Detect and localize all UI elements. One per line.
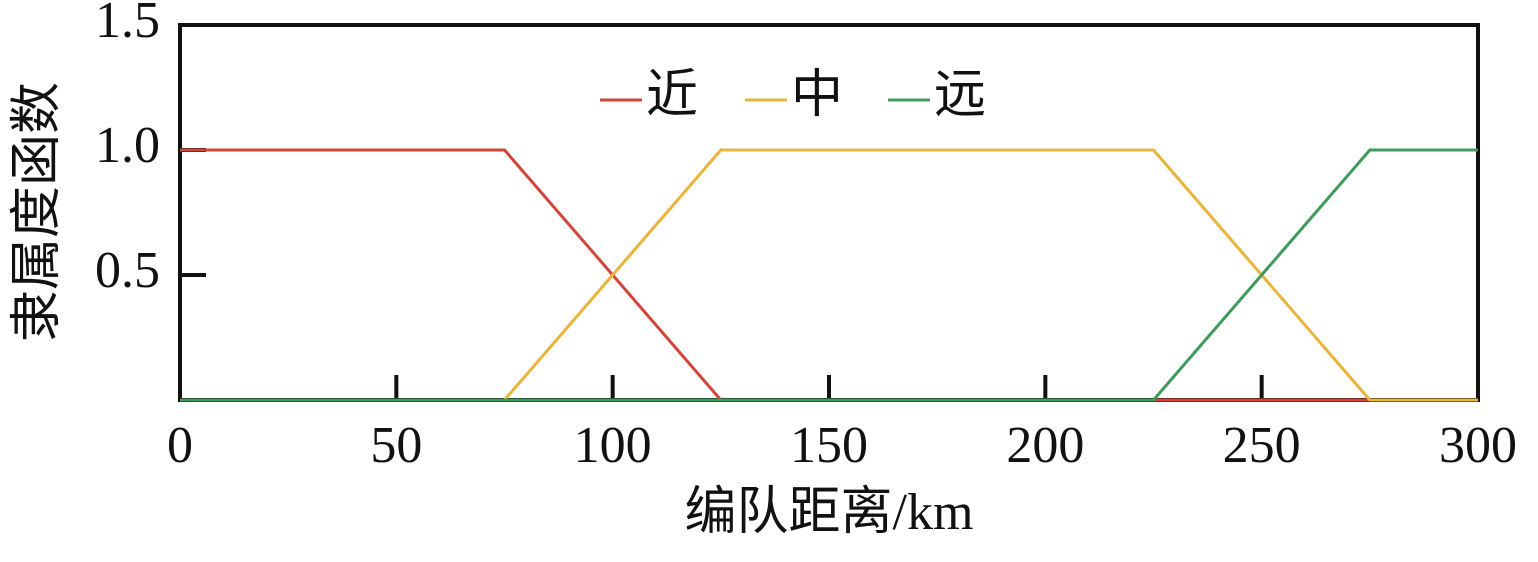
y-tick-label: 1.0: [95, 117, 160, 174]
x-tick-label: 50: [370, 417, 422, 474]
x-tick-label: 200: [1006, 417, 1084, 474]
x-tick-label: 300: [1439, 417, 1517, 474]
legend-label: 远: [934, 67, 986, 124]
x-axis-label: 编队距离/km: [685, 484, 974, 541]
legend-label: 近: [646, 67, 698, 124]
series-line: [180, 148, 1478, 402]
x-tick-label: 150: [790, 417, 868, 474]
legend-label: 中: [791, 67, 843, 124]
series-line: [180, 148, 1478, 402]
y-tick-label: 0.5: [95, 242, 160, 299]
x-tick-label: 250: [1223, 417, 1301, 474]
y-axis-label: 隶属度函数: [9, 82, 66, 342]
x-tick-label: 0: [167, 417, 193, 474]
y-tick-label: 1.5: [95, 0, 160, 49]
x-tick-label: 100: [574, 417, 652, 474]
series-line: [180, 148, 1478, 402]
